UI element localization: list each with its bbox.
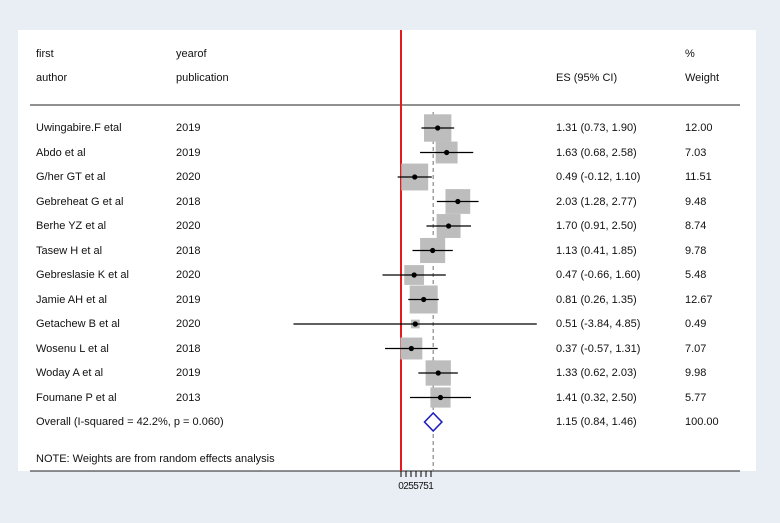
x-tick-label: 7 xyxy=(418,481,424,492)
overall-es: 1.15 (0.84, 1.46) xyxy=(556,416,637,428)
study-year: 2020 xyxy=(176,318,201,330)
study-author: Wosenu L et al xyxy=(36,342,109,355)
study-year: 2018 xyxy=(176,244,201,257)
study-weight: 11.51 xyxy=(685,171,712,183)
study-year: 2019 xyxy=(176,293,201,306)
plot-panel xyxy=(18,30,756,471)
x-tick-label: 0 xyxy=(398,481,404,492)
study-author: Gebreslasie K et al xyxy=(36,269,129,281)
study-year: 2020 xyxy=(176,171,201,183)
x-tick-label: 1 xyxy=(428,481,434,492)
study-year: 2018 xyxy=(176,342,201,355)
overall-diamond xyxy=(423,411,443,433)
study-weight: 9.48 xyxy=(685,195,707,208)
overall-label: Overall (I-squared = 42.2%, p = 0.060) xyxy=(36,416,224,428)
study-author: Abdo et al xyxy=(36,146,86,159)
study-es: 0.37 (-0.57, 1.31) xyxy=(556,342,641,355)
study-point xyxy=(408,345,414,352)
study-point xyxy=(455,198,461,205)
study-weight: 0.49 xyxy=(685,318,707,330)
study-year: 2019 xyxy=(176,146,201,159)
study-es: 0.51 (-3.84, 4.85) xyxy=(556,318,641,330)
header-year-line1: yearof xyxy=(176,48,207,60)
study-point xyxy=(437,394,444,401)
study-author: Tasew H et al xyxy=(36,244,103,257)
study-weight: 7.07 xyxy=(685,342,707,355)
study-weight: 5.77 xyxy=(685,391,707,404)
study-es: 1.70 (0.91, 2.50) xyxy=(556,220,637,232)
study-author: Jamie AH et al xyxy=(36,293,107,306)
study-weight: 12.00 xyxy=(685,122,713,134)
study-es: 1.33 (0.62, 2.03) xyxy=(556,367,637,379)
study-point xyxy=(421,296,427,303)
study-point xyxy=(411,272,417,278)
study-author: Uwingabire.F etal xyxy=(36,122,122,134)
study-point xyxy=(435,370,441,376)
study-year: 2018 xyxy=(176,195,201,208)
study-point xyxy=(430,247,436,254)
x-tick-label: 5 xyxy=(423,481,429,492)
study-point xyxy=(412,174,418,180)
study-author: Getachew B et al xyxy=(36,318,120,330)
overall-weight: 100.00 xyxy=(685,416,719,428)
study-weight: 5.48 xyxy=(685,269,707,281)
header-weight-line1: % xyxy=(685,48,695,60)
study-point xyxy=(444,149,450,156)
study-year: 2020 xyxy=(176,269,201,281)
study-weight: 12.67 xyxy=(685,293,713,306)
study-weight: 8.74 xyxy=(685,220,707,232)
study-es: 0.49 (-0.12, 1.10) xyxy=(556,171,641,183)
header-year-line2: publication xyxy=(176,72,229,84)
study-author: Woday A et al xyxy=(36,367,104,379)
study-es: 1.63 (0.68, 2.58) xyxy=(556,146,637,159)
study-year: 2020 xyxy=(176,220,201,232)
study-weight: 9.78 xyxy=(685,244,707,257)
study-point xyxy=(435,125,441,131)
header-weight-line2: Weight xyxy=(685,72,720,84)
study-weight: 7.03 xyxy=(685,146,707,159)
footnote: NOTE: Weights are from random effects an… xyxy=(36,453,275,465)
study-es: 0.47 (-0.66, 1.60) xyxy=(556,269,641,281)
x-tick-label: 5 xyxy=(408,481,414,492)
study-es: 1.41 (0.32, 2.50) xyxy=(556,391,637,404)
study-es: 1.31 (0.73, 1.90) xyxy=(556,122,637,134)
study-point xyxy=(412,321,418,327)
study-author: Berhe YZ et al xyxy=(36,220,107,232)
study-point xyxy=(446,223,452,229)
study-author: Foumane P et al xyxy=(36,391,117,404)
study-year: 2013 xyxy=(176,391,201,404)
study-year: 2019 xyxy=(176,367,201,379)
study-es: 2.03 (1.28, 2.77) xyxy=(556,195,637,208)
header-author-line2: author xyxy=(36,72,68,84)
study-year: 2019 xyxy=(176,122,201,134)
header-es: ES (95% CI) xyxy=(556,72,618,84)
study-es: 1.13 (0.41, 1.85) xyxy=(556,244,637,257)
study-weight: 9.98 xyxy=(685,367,707,379)
study-es: 0.81 (0.26, 1.35) xyxy=(556,293,637,306)
study-author: Gebreheat G et al xyxy=(36,195,124,208)
study-author: G/her GT et al xyxy=(36,171,106,183)
x-tick-label: 2 xyxy=(403,481,409,492)
x-tick-label: 5 xyxy=(413,481,419,492)
header-author-line1: first xyxy=(36,48,54,60)
